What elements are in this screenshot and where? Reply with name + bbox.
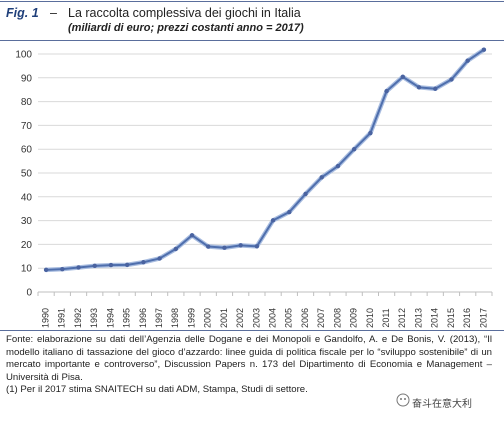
y-tick-label: 100 — [15, 50, 32, 61]
y-tick-label: 70 — [21, 121, 33, 132]
data-point — [303, 191, 308, 197]
y-tick-label: 0 — [26, 288, 32, 299]
data-point — [433, 86, 438, 91]
top-rule — [0, 1, 504, 2]
footnote-text: (1) Per il 2017 stima SNAITECH su dati A… — [6, 384, 308, 396]
x-tick-label: 2015 — [446, 308, 456, 328]
y-tick-label: 10 — [21, 264, 33, 275]
y-tick-label: 90 — [21, 73, 33, 84]
y-tick-label: 30 — [21, 216, 33, 227]
header-rule — [0, 40, 504, 41]
series-line-halo — [43, 47, 487, 273]
data-point — [206, 244, 211, 249]
data-point — [173, 246, 179, 252]
data-point — [222, 245, 227, 250]
y-tick-label: 60 — [21, 145, 33, 156]
x-tick-label: 2012 — [397, 308, 407, 328]
source-text: Fonte: elaborazione su dati dell’Agenzia… — [6, 334, 492, 383]
y-tick-label: 20 — [21, 240, 33, 251]
chart-title: La raccolta complessiva dei giochi in It… — [68, 6, 301, 20]
data-point — [481, 47, 487, 52]
x-tick-label: 2006 — [300, 308, 310, 328]
chart-subtitle: (miliardi di euro; prezzi costanti anno … — [68, 22, 304, 34]
data-point — [335, 163, 341, 169]
x-tick-label: 2000 — [203, 308, 213, 328]
x-tick-label: 1995 — [122, 308, 132, 328]
series-line — [45, 48, 485, 271]
x-tick-label: 2016 — [462, 308, 472, 328]
x-tick-label: 2011 — [381, 308, 391, 327]
x-tick-label: 2005 — [284, 308, 294, 328]
x-tick-label: 2003 — [251, 308, 261, 328]
figure-label: Fig. 1 — [6, 6, 39, 20]
x-tick-label: 2014 — [430, 308, 440, 328]
data-point — [449, 77, 454, 82]
x-tick-label: 2009 — [349, 308, 359, 328]
data-point — [270, 218, 276, 223]
x-tick-label: 1998 — [170, 308, 180, 328]
source-note: Fonte: elaborazione su dati dell’Agenzia… — [6, 334, 492, 397]
x-tick-label: 1993 — [89, 308, 99, 328]
x-tick-label: 2004 — [267, 308, 277, 328]
data-point — [254, 244, 260, 249]
x-tick-label: 1996 — [138, 308, 148, 328]
x-tick-label: 2013 — [413, 308, 423, 328]
x-tick-label: 1992 — [73, 308, 83, 328]
x-tick-label: 1994 — [105, 308, 115, 328]
data-point — [108, 262, 114, 268]
data-point — [368, 130, 373, 136]
data-point — [416, 85, 422, 90]
data-point — [465, 58, 470, 63]
data-point — [124, 262, 130, 268]
x-tick-label: 1990 — [40, 308, 50, 328]
x-tick-label: 1999 — [186, 308, 196, 328]
x-tick-label: 2002 — [235, 308, 245, 328]
data-point — [43, 267, 49, 273]
data-point — [157, 256, 162, 261]
chart-bottom-rule — [0, 330, 504, 331]
data-point — [351, 147, 357, 152]
data-point — [287, 209, 292, 215]
data-point — [400, 74, 406, 80]
figure-dash: – — [50, 6, 57, 20]
x-tick-label: 2008 — [332, 308, 342, 328]
wechat-icon — [396, 393, 410, 407]
x-tick-label: 1991 — [57, 308, 67, 328]
x-tick-label: 2010 — [365, 308, 375, 328]
data-point — [60, 266, 65, 272]
y-tick-label: 50 — [21, 169, 33, 180]
data-point — [319, 175, 324, 180]
watermark-text: 奋斗在意大利 — [412, 399, 472, 410]
data-point — [238, 243, 243, 248]
data-point — [141, 260, 146, 265]
y-tick-label: 80 — [21, 97, 33, 108]
data-point — [384, 88, 389, 94]
x-tick-label: 1997 — [154, 308, 164, 328]
y-tick-label: 40 — [21, 192, 33, 203]
data-point — [92, 263, 97, 269]
line-chart: 0 10 20 30 40 50 60 70 80 90 100 1990 1991 1992 1993 19… — [15, 47, 493, 328]
x-tick-label: 2001 — [219, 308, 229, 328]
data-point — [189, 233, 195, 238]
x-tick-label: 2017 — [478, 308, 488, 328]
data-point — [76, 265, 81, 270]
x-tick-label: 2007 — [316, 308, 326, 328]
